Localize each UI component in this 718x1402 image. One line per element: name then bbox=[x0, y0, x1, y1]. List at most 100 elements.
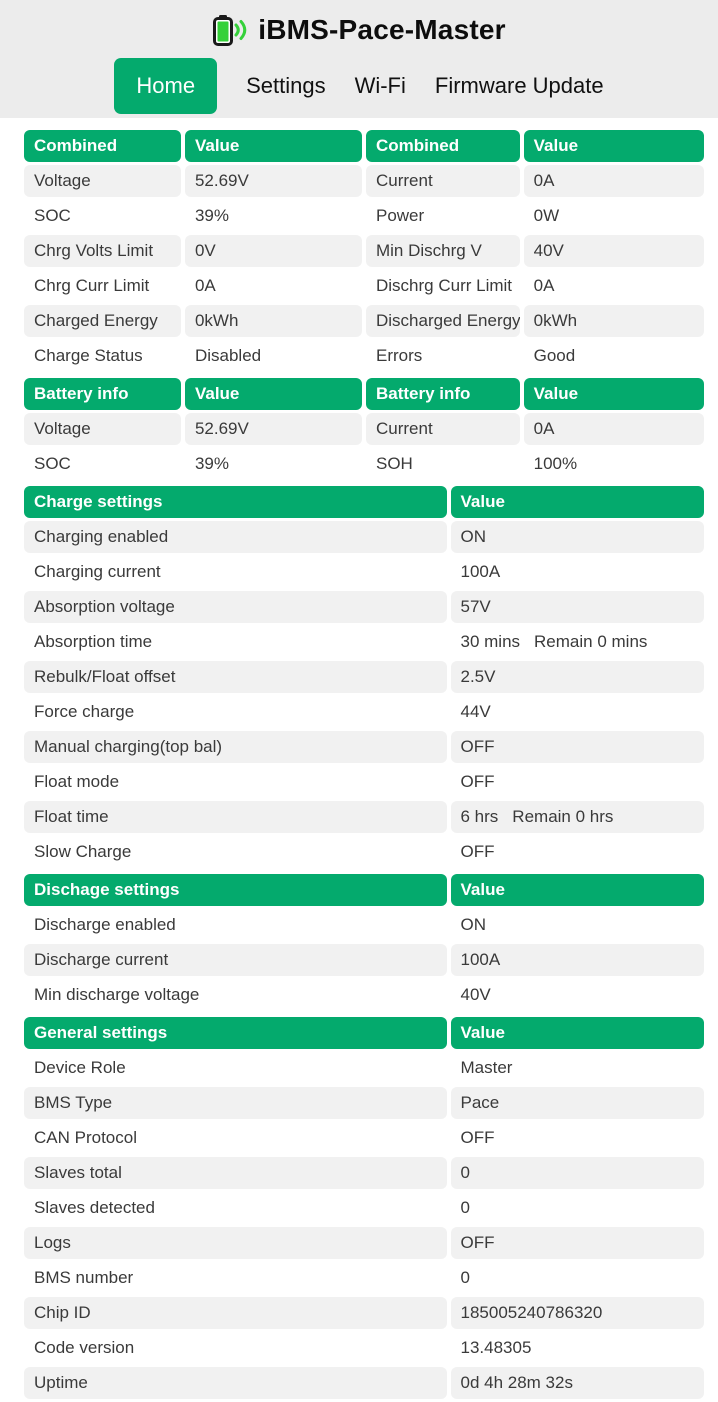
cell-label: SOC bbox=[24, 448, 181, 480]
cell-label: Power bbox=[365, 200, 520, 232]
value-text: 6 hrs bbox=[460, 807, 499, 826]
cell-value: 52.69V bbox=[184, 165, 362, 197]
table-row: SOC 39% Power 0W bbox=[24, 200, 704, 232]
table-battery-info: Battery info Value Battery info Value Voltag… bbox=[20, 375, 708, 483]
cell-value: 0kWh bbox=[184, 305, 362, 337]
cell-value: 100A bbox=[450, 944, 704, 976]
cell-label: Dischrg Curr Limit bbox=[365, 270, 520, 302]
remaining-note: Remain 0 mins bbox=[534, 632, 648, 651]
cell-value: ON bbox=[450, 909, 704, 941]
column-header: Value bbox=[184, 130, 362, 162]
table-row: Min discharge voltage 40V bbox=[24, 979, 704, 1011]
table-row: Charge Status Disabled Errors Good bbox=[24, 340, 704, 372]
table-row: Charged Energy 0kWh Discharged Energy 0kWh bbox=[24, 305, 704, 337]
cell-value: 40V bbox=[450, 979, 704, 1011]
cell-value: 100% bbox=[523, 448, 704, 480]
table-row: BMS number 0 bbox=[24, 1262, 704, 1294]
cell-label: Slow Charge bbox=[24, 836, 447, 868]
cell-label: Errors bbox=[365, 340, 520, 372]
cell-label: Voltage bbox=[24, 165, 181, 197]
table-charge-settings: Charge settings Value Charging enabled ON Ch… bbox=[20, 483, 708, 871]
column-header: Value bbox=[450, 874, 704, 906]
cell-value: Good bbox=[523, 340, 704, 372]
cell-value: ON bbox=[450, 521, 704, 553]
column-header: Combined bbox=[24, 130, 181, 162]
table-row: Voltage 52.69V Current 0A bbox=[24, 165, 704, 197]
cell-label: Force charge bbox=[24, 696, 447, 728]
cell-label: Float mode bbox=[24, 766, 447, 798]
table-row: SOC 39% SOH 100% bbox=[24, 448, 704, 480]
cell-value: Pace bbox=[450, 1087, 704, 1119]
table-header-row: Dischage settings Value bbox=[24, 874, 704, 906]
cell-value: Master bbox=[450, 1052, 704, 1084]
cell-value: 40V bbox=[523, 235, 704, 267]
table-row: Absorption time 30 mins Remain 0 mins bbox=[24, 626, 704, 658]
column-header: Dischage settings bbox=[24, 874, 447, 906]
table-row: Float time 6 hrs Remain 0 hrs bbox=[24, 801, 704, 833]
cell-label: Float time bbox=[24, 801, 447, 833]
cell-value: 0A bbox=[523, 270, 704, 302]
cell-label: Device Role bbox=[24, 1052, 447, 1084]
cell-value: 0 bbox=[450, 1192, 704, 1224]
column-header: Value bbox=[523, 130, 704, 162]
column-header: Value bbox=[450, 486, 704, 518]
nav-tab-firmware-update[interactable]: Firmware Update bbox=[435, 58, 604, 114]
cell-label: Min Dischrg V bbox=[365, 235, 520, 267]
cell-label: Discharge current bbox=[24, 944, 447, 976]
cell-value: OFF bbox=[450, 731, 704, 763]
cell-label: Discharged Energy bbox=[365, 305, 520, 337]
cell-value: 0A bbox=[184, 270, 362, 302]
nav-bar: Home Settings Wi-Fi Firmware Update bbox=[0, 58, 718, 114]
column-header: Battery info bbox=[365, 378, 520, 410]
table-row: CAN Protocol OFF bbox=[24, 1122, 704, 1154]
cell-label: Chrg Volts Limit bbox=[24, 235, 181, 267]
column-header: Charge settings bbox=[24, 486, 447, 518]
table-row: Manual charging(top bal) OFF bbox=[24, 731, 704, 763]
main-content: Combined Value Combined Value Voltage 52.69V C… bbox=[0, 118, 718, 1402]
table-row: Device Role Master bbox=[24, 1052, 704, 1084]
table-row: Chip ID 185005240786320 bbox=[24, 1297, 704, 1329]
cell-value: 44V bbox=[450, 696, 704, 728]
table-row: Discharge enabled ON bbox=[24, 909, 704, 941]
nav-tab-settings[interactable]: Settings bbox=[246, 58, 326, 114]
cell-label: Absorption time bbox=[24, 626, 447, 658]
cell-label: Charge Status bbox=[24, 340, 181, 372]
cell-value: 6 hrs Remain 0 hrs bbox=[450, 801, 704, 833]
cell-label: Chrg Curr Limit bbox=[24, 270, 181, 302]
column-header: Combined bbox=[365, 130, 520, 162]
column-header: Value bbox=[450, 1017, 704, 1049]
cell-label: Absorption voltage bbox=[24, 591, 447, 623]
cell-value: 2.5V bbox=[450, 661, 704, 693]
cell-label: BMS Type bbox=[24, 1087, 447, 1119]
table-row: Absorption voltage 57V bbox=[24, 591, 704, 623]
cell-label: Voltage bbox=[24, 413, 181, 445]
cell-value: 185005240786320 bbox=[450, 1297, 704, 1329]
cell-label: Slaves detected bbox=[24, 1192, 447, 1224]
cell-label: Charged Energy bbox=[24, 305, 181, 337]
cell-label: Chip ID bbox=[24, 1297, 447, 1329]
cell-label: SOH bbox=[365, 448, 520, 480]
remaining-note: Remain 0 hrs bbox=[512, 807, 614, 826]
cell-value: 0kWh bbox=[523, 305, 704, 337]
table-row: Slaves detected 0 bbox=[24, 1192, 704, 1224]
table-row: Force charge 44V bbox=[24, 696, 704, 728]
table-row: Slow Charge OFF bbox=[24, 836, 704, 868]
table-row: Charging enabled ON bbox=[24, 521, 704, 553]
table-combined: Combined Value Combined Value Voltage 52.69V C… bbox=[20, 127, 708, 375]
cell-value: OFF bbox=[450, 766, 704, 798]
cell-label: Current bbox=[365, 165, 520, 197]
table-row: Discharge current 100A bbox=[24, 944, 704, 976]
cell-value: 0A bbox=[523, 165, 704, 197]
nav-tab-wifi[interactable]: Wi-Fi bbox=[355, 58, 406, 114]
cell-label: Min discharge voltage bbox=[24, 979, 447, 1011]
table-header-row: Combined Value Combined Value bbox=[24, 130, 704, 162]
cell-value: OFF bbox=[450, 1227, 704, 1259]
nav-tab-home[interactable]: Home bbox=[114, 58, 218, 114]
table-row: Code version 13.48305 bbox=[24, 1332, 704, 1364]
table-header-row: General settings Value bbox=[24, 1017, 704, 1049]
cell-value: OFF bbox=[450, 836, 704, 868]
table-row: BMS Type Pace bbox=[24, 1087, 704, 1119]
table-dischage-settings: Dischage settings Value Discharge enabled O… bbox=[20, 871, 708, 1014]
cell-value: 13.48305 bbox=[450, 1332, 704, 1364]
cell-value: 57V bbox=[450, 591, 704, 623]
